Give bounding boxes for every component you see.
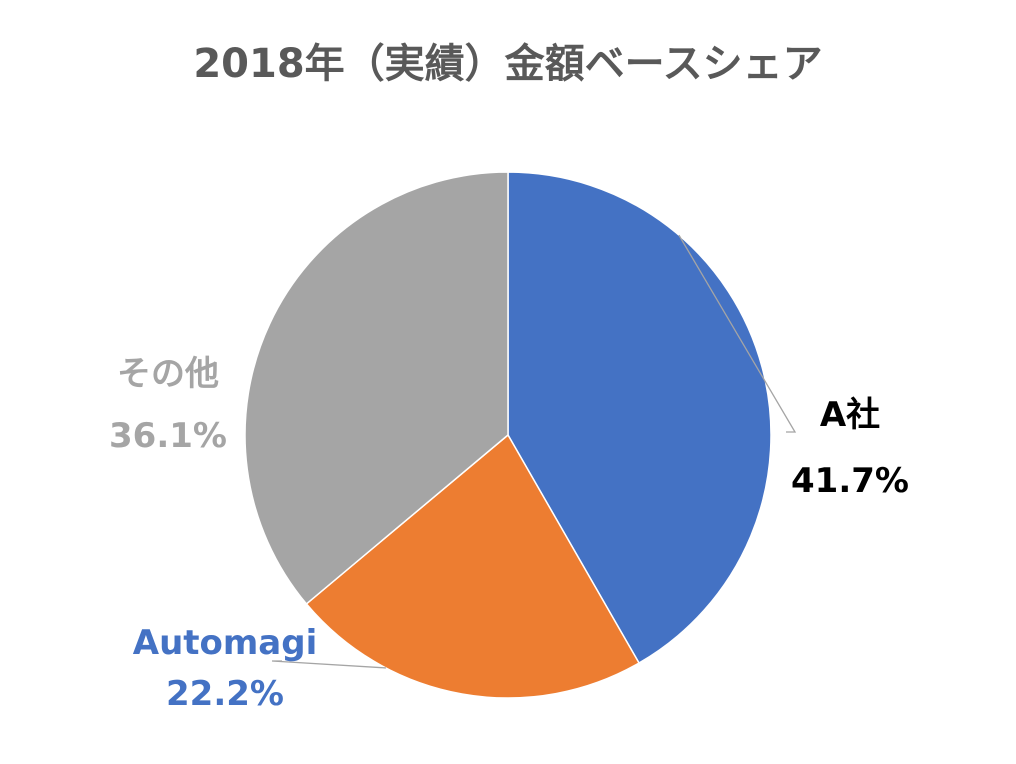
slice-value-label-1: 41.7% [791,461,909,501]
pie-slice-1 [507,171,772,665]
slice-name-label-1: A社 [820,395,880,435]
slice-name-label-3: その他 [117,354,219,394]
slice-value-label-3: 36.1% [109,416,227,456]
leader-line-1 [678,234,797,433]
slice-name-label-2: Automagi [133,623,318,663]
chart-title: 2018年（実績）金額ベースシェア [193,41,822,87]
pie-slice-2 [305,433,641,699]
pie-slice-3 [244,171,509,605]
leader-line-2 [271,660,386,669]
slice-value-label-2: 22.2% [166,674,284,714]
